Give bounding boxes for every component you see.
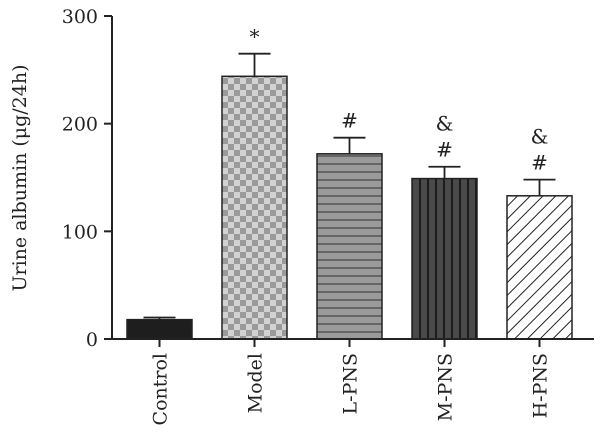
y-tick-label: 200	[62, 114, 98, 136]
significance-mark: *	[250, 25, 260, 49]
x-tick-label: H-PNS	[530, 353, 552, 418]
y-tick-label: 100	[62, 221, 98, 243]
y-axis-title: Urine albumin (μg/24h)	[9, 64, 31, 291]
bar-m-pns	[411, 177, 478, 340]
bar-h-pns	[506, 195, 573, 340]
y-tick-label: 300	[62, 6, 98, 28]
axis-layer	[104, 15, 594, 347]
y-tick-label: 0	[86, 329, 98, 351]
significance-mark: &	[531, 125, 549, 149]
x-tick-label: Model	[245, 353, 267, 413]
labels-layer: 0100200300Control*Model#L-PNS#&M-PNS#&H-…	[62, 6, 552, 425]
significance-mark: #	[341, 109, 358, 133]
significance-mark: #	[436, 138, 453, 162]
significance-mark: #	[531, 151, 548, 175]
x-tick-label: Control	[150, 353, 172, 425]
x-tick-label: M-PNS	[435, 353, 457, 421]
bars-layer	[126, 52, 573, 340]
bar-l-pns	[316, 153, 383, 340]
bar-control	[126, 318, 193, 340]
bar-model	[221, 75, 288, 340]
significance-mark: &	[436, 112, 454, 136]
x-tick-label: L-PNS	[340, 353, 362, 414]
